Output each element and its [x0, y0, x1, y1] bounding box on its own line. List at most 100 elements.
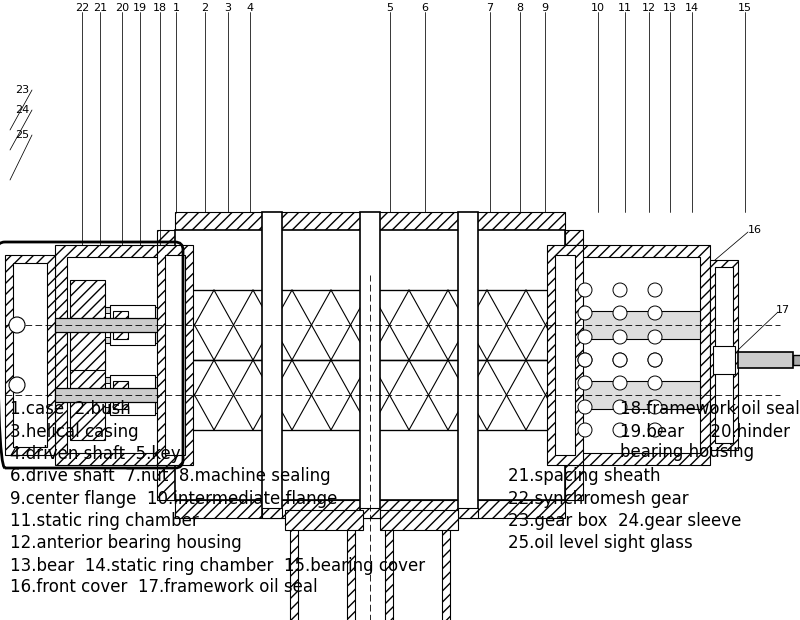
Bar: [113, 381, 128, 409]
Bar: [262, 212, 282, 518]
Circle shape: [578, 283, 592, 297]
Text: 20: 20: [115, 3, 129, 13]
Bar: [5, 255, 55, 455]
Bar: [385, 518, 450, 620]
Bar: [710, 260, 738, 450]
Bar: [290, 518, 355, 620]
Text: 23: 23: [15, 85, 29, 95]
Text: 1.case  2.bush: 1.case 2.bush: [10, 400, 130, 418]
Circle shape: [9, 317, 25, 333]
Circle shape: [648, 353, 662, 367]
Text: 21.spacing sheath: 21.spacing sheath: [508, 467, 661, 485]
Bar: [55, 388, 175, 402]
Bar: [165, 255, 185, 455]
Circle shape: [613, 400, 627, 414]
Bar: [110, 305, 155, 345]
Text: 11.static ring chamber: 11.static ring chamber: [10, 512, 198, 530]
Bar: [715, 267, 733, 443]
Circle shape: [613, 306, 627, 320]
Circle shape: [648, 330, 662, 344]
Bar: [380, 510, 458, 530]
Text: 9.center flange  10.intermediate flange: 9.center flange 10.intermediate flange: [10, 490, 337, 508]
Bar: [570, 257, 700, 453]
Bar: [575, 381, 700, 409]
Text: 25.oil level sight glass: 25.oil level sight glass: [508, 534, 693, 552]
Text: 13.bear  14.static ring chamber  15.bearing cover: 13.bear 14.static ring chamber 15.bearin…: [10, 557, 425, 575]
Bar: [157, 230, 175, 500]
Text: 8: 8: [517, 3, 523, 13]
Text: 18.framework oil seal: 18.framework oil seal: [620, 400, 800, 418]
Circle shape: [578, 353, 592, 367]
Bar: [70, 280, 105, 370]
Bar: [175, 290, 565, 360]
Text: 23.gear box  24.gear sleeve: 23.gear box 24.gear sleeve: [508, 512, 742, 530]
Text: 19.bear     20.hinder: 19.bear 20.hinder: [620, 423, 790, 441]
Bar: [458, 508, 478, 518]
Bar: [262, 508, 282, 518]
Bar: [175, 230, 565, 500]
Bar: [75, 377, 165, 413]
Circle shape: [613, 353, 627, 367]
Bar: [70, 350, 105, 440]
Text: 9: 9: [542, 3, 549, 13]
Circle shape: [9, 377, 25, 393]
Text: 6: 6: [422, 3, 429, 13]
Text: 4.driven shaft  5.key: 4.driven shaft 5.key: [10, 445, 180, 463]
Circle shape: [578, 400, 592, 414]
Text: 24: 24: [15, 105, 29, 115]
Text: 6.drive shaft  7.nut  8.machine sealing: 6.drive shaft 7.nut 8.machine sealing: [10, 467, 330, 485]
Bar: [85, 313, 155, 337]
Circle shape: [578, 423, 592, 437]
Bar: [110, 375, 155, 415]
Text: 22.synchromesh gear: 22.synchromesh gear: [508, 490, 689, 508]
Text: 2: 2: [202, 3, 209, 13]
Text: 13: 13: [663, 3, 677, 13]
Circle shape: [648, 423, 662, 437]
Bar: [458, 212, 478, 518]
Text: 14: 14: [685, 3, 699, 13]
Bar: [175, 500, 565, 518]
Bar: [298, 518, 347, 620]
Bar: [175, 212, 565, 230]
Circle shape: [613, 283, 627, 297]
Text: 12.anterior bearing housing: 12.anterior bearing housing: [10, 534, 242, 552]
Circle shape: [578, 330, 592, 344]
Bar: [393, 518, 442, 620]
Text: 11: 11: [618, 3, 632, 13]
Text: 15: 15: [738, 3, 752, 13]
Bar: [113, 311, 128, 339]
Text: 21: 21: [93, 3, 107, 13]
Bar: [575, 311, 700, 339]
Text: 25: 25: [15, 130, 29, 140]
Bar: [793, 355, 800, 365]
Text: 22: 22: [75, 3, 89, 13]
Bar: [360, 508, 380, 518]
Circle shape: [578, 353, 592, 367]
Text: 3: 3: [225, 3, 231, 13]
Bar: [285, 510, 363, 530]
Text: 3.helical casing: 3.helical casing: [10, 423, 138, 441]
Circle shape: [613, 330, 627, 344]
Text: bearing housing: bearing housing: [620, 443, 754, 461]
Bar: [360, 212, 380, 518]
Circle shape: [648, 306, 662, 320]
Text: 4: 4: [246, 3, 254, 13]
Text: 18: 18: [153, 3, 167, 13]
Circle shape: [613, 353, 627, 367]
Bar: [565, 245, 710, 465]
Bar: [55, 245, 175, 465]
Bar: [738, 352, 793, 368]
Text: 19: 19: [133, 3, 147, 13]
Circle shape: [648, 376, 662, 390]
Bar: [67, 257, 163, 453]
Circle shape: [578, 376, 592, 390]
Bar: [55, 318, 175, 332]
Circle shape: [578, 306, 592, 320]
Circle shape: [648, 353, 662, 367]
Text: 17: 17: [776, 305, 790, 315]
Bar: [555, 255, 575, 455]
Text: 12: 12: [642, 3, 656, 13]
Bar: [85, 383, 155, 407]
Text: 16.front cover  17.framework oil seal: 16.front cover 17.framework oil seal: [10, 578, 318, 596]
Circle shape: [613, 423, 627, 437]
